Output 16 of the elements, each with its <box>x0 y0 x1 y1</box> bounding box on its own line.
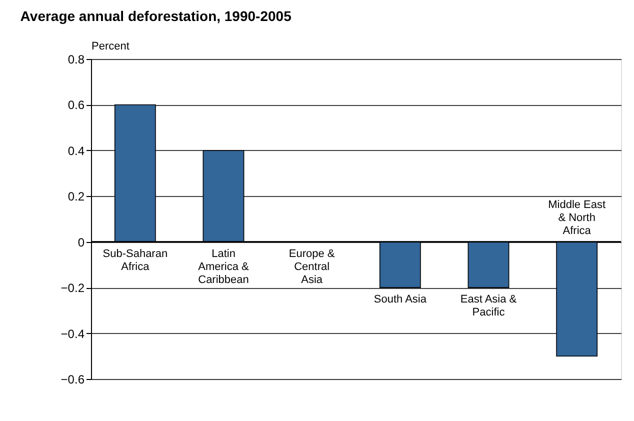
y-tick-label: −0.6 <box>60 372 85 386</box>
x-tick-label: Middle East & North Africa <box>548 198 606 237</box>
x-tick-label: Sub-Saharan Africa <box>102 248 168 273</box>
x-tick-label: East Asia & Pacific <box>460 294 518 319</box>
y-tick-label: −0.2 <box>60 281 85 296</box>
y-tick-label: 0 <box>78 235 85 250</box>
y-tick-label: 0.6 <box>68 98 85 112</box>
y-tick-label: −0.4 <box>60 326 85 341</box>
x-tick-label: Europe & Central Asia <box>288 248 336 286</box>
x-tick-label: Latin America & Caribbean <box>198 248 250 286</box>
y-tick-label: 0.2 <box>68 190 85 204</box>
x-tick-label: South Asia <box>374 294 428 306</box>
y-tick-label: 0.8 <box>68 52 85 66</box>
y-tick-label: 0.4 <box>68 144 85 158</box>
y-axis-title: Percent <box>92 40 130 52</box>
chart-title: Average annual deforestation, 1990-2005 <box>20 8 292 24</box>
